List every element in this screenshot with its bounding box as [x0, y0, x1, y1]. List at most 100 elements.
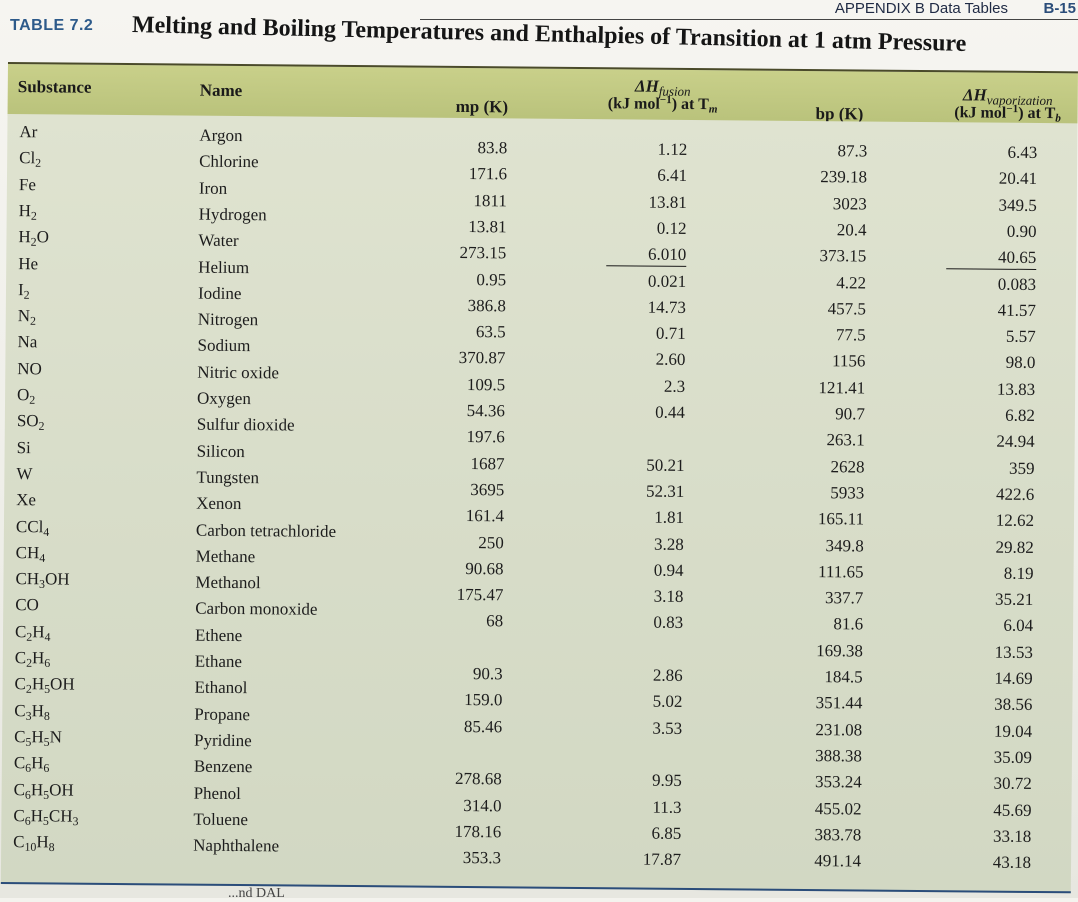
substance-formula: C6H6: [13, 753, 50, 776]
boiling-point: 239.18: [820, 167, 868, 187]
enthalpy-vaporization: 98.0: [1005, 353, 1036, 373]
enthalpy-fusion: 0.71: [655, 323, 686, 344]
enthalpy-vaporization: 35.09: [993, 747, 1033, 767]
boiling-point: 231.08: [815, 719, 863, 740]
boiling-point: 5933: [830, 483, 865, 503]
substance-formula: C3H8: [14, 700, 50, 723]
enthalpy-vaporization: 33.18: [992, 826, 1032, 846]
boiling-point: 491.14: [814, 851, 862, 871]
substance-name: Iodine: [197, 283, 242, 303]
enthalpy-fusion: 0.021: [647, 271, 687, 291]
boiling-point: 263.1: [826, 430, 865, 450]
substance-name: Tungsten: [196, 467, 260, 488]
header-substance: Substance: [17, 77, 92, 97]
substance-formula: Cl2: [19, 148, 42, 171]
dh-vap-symbol: ΔH: [962, 85, 987, 105]
running-head-rule: [420, 19, 1078, 20]
substance-formula: CH4: [15, 542, 46, 565]
substance-formula: H2O: [18, 227, 50, 250]
boiling-point: 383.78: [814, 824, 862, 845]
substance-name: Toluene: [193, 809, 248, 829]
enthalpy-vaporization: 20.41: [998, 168, 1038, 189]
substance-name: Sodium: [197, 336, 251, 356]
boiling-point: 20.4: [836, 220, 867, 240]
substance-name: Naphthalene: [193, 835, 280, 856]
substance-name: Ethanol: [194, 677, 248, 698]
substance-formula: C2H6: [14, 648, 51, 670]
enthalpy-fusion: 3.18: [653, 586, 684, 607]
dh-fusion-unit-b: ) at T: [671, 95, 709, 114]
dh-vap-unit-exp: −1: [1006, 103, 1019, 116]
melting-point: 171.6: [468, 164, 508, 184]
substance-formula: H2: [18, 200, 37, 223]
substance-formula: N2: [17, 306, 37, 328]
enthalpy-vaporization: 38.56: [994, 694, 1033, 715]
substance-formula: CO: [15, 595, 39, 615]
boiling-point: 90.7: [835, 404, 866, 424]
boiling-point: 353.24: [814, 772, 862, 792]
substance-formula: CH3OH: [15, 569, 70, 591]
substance-name: Iron: [198, 178, 228, 198]
boiling-point: 337.7: [825, 588, 864, 608]
melting-point: 0.95: [476, 269, 507, 289]
boiling-point: 165.11: [817, 509, 865, 529]
melting-point: 370.87: [458, 348, 506, 368]
substance-name: Phenol: [193, 783, 241, 803]
substance-formula: O2: [17, 385, 36, 407]
substance-formula: SO2: [16, 411, 45, 434]
melting-point: 1687: [470, 453, 505, 473]
enthalpy-fusion: 13.81: [648, 192, 687, 212]
enthalpy-fusion: 17.87: [642, 849, 682, 869]
enthalpy-fusion: 0.44: [655, 402, 686, 422]
substance-formula: C5H5N: [14, 726, 63, 749]
boiling-point: 169.38: [816, 640, 863, 661]
melting-point: 159.0: [464, 690, 503, 710]
substance-name: Carbon tetrachloride: [195, 520, 337, 541]
enthalpy-fusion: 0.83: [653, 613, 684, 633]
boiling-point: 1156: [831, 351, 866, 371]
substance-name: Carbon monoxide: [195, 599, 318, 620]
boiling-point: 2628: [830, 456, 865, 477]
melting-point: 273.15: [459, 243, 507, 263]
enthalpy-vaporization: 13.53: [994, 642, 1033, 662]
enthalpy-fusion: 0.94: [653, 560, 684, 580]
enthalpy-vaporization: 13.83: [996, 379, 1036, 399]
enthalpy-vaporization: 14.69: [994, 668, 1033, 688]
enthalpy-vaporization: 41.57: [997, 300, 1036, 320]
table-body: [0, 113, 1078, 894]
header-dh-vaporization: ΔHvaporization (kJ mol−1) at Tb: [933, 85, 1078, 124]
melting-point: 90.3: [472, 664, 503, 684]
enthalpy-vaporization: 5.57: [1005, 326, 1036, 347]
boiling-point: 388.38: [815, 745, 863, 766]
enthalpy-vaporization: 43.18: [992, 852, 1032, 873]
enthalpy-fusion: 0.12: [656, 218, 687, 238]
dh-fusion-unit-exp: −1: [659, 94, 672, 107]
melting-point: 278.68: [454, 769, 502, 789]
substance-formula: Xe: [16, 490, 37, 510]
substance-name: Ethene: [194, 625, 243, 645]
enthalpy-vaporization: 40.65: [946, 247, 1037, 271]
enthalpy-vaporization: 35.21: [995, 589, 1034, 610]
boiling-point: 111.65: [818, 561, 864, 582]
dh-fusion-unit-t: m: [708, 103, 718, 116]
substance-formula: Na: [17, 332, 38, 352]
enthalpy-fusion: 1.12: [657, 139, 688, 159]
dh-vap-unit-a: (kJ mol: [954, 104, 1007, 122]
boiling-point: 87.3: [837, 141, 868, 161]
enthalpy-vaporization: 29.82: [995, 537, 1034, 557]
page-number: B-15: [1043, 0, 1076, 17]
header-mp: mp (K): [455, 96, 509, 117]
substance-formula: CCl4: [15, 516, 50, 539]
data-table: Substance Name mp (K) ΔHfusion (kJ mol−1…: [0, 62, 1078, 894]
substance-name: Methanol: [195, 572, 261, 593]
boiling-point: 373.15: [819, 246, 867, 266]
enthalpy-fusion: 2.86: [652, 665, 683, 685]
melting-point: 83.8: [477, 138, 508, 158]
boiling-point: 349.8: [825, 535, 864, 555]
melting-point: 197.6: [466, 427, 505, 447]
melting-point: 161.4: [465, 506, 505, 526]
boiling-point: 4.22: [836, 272, 867, 292]
appendix-title: APPENDIX B Data Tables: [834, 0, 1008, 17]
melting-point: 386.8: [467, 295, 506, 316]
enthalpy-fusion: 9.95: [651, 770, 682, 791]
